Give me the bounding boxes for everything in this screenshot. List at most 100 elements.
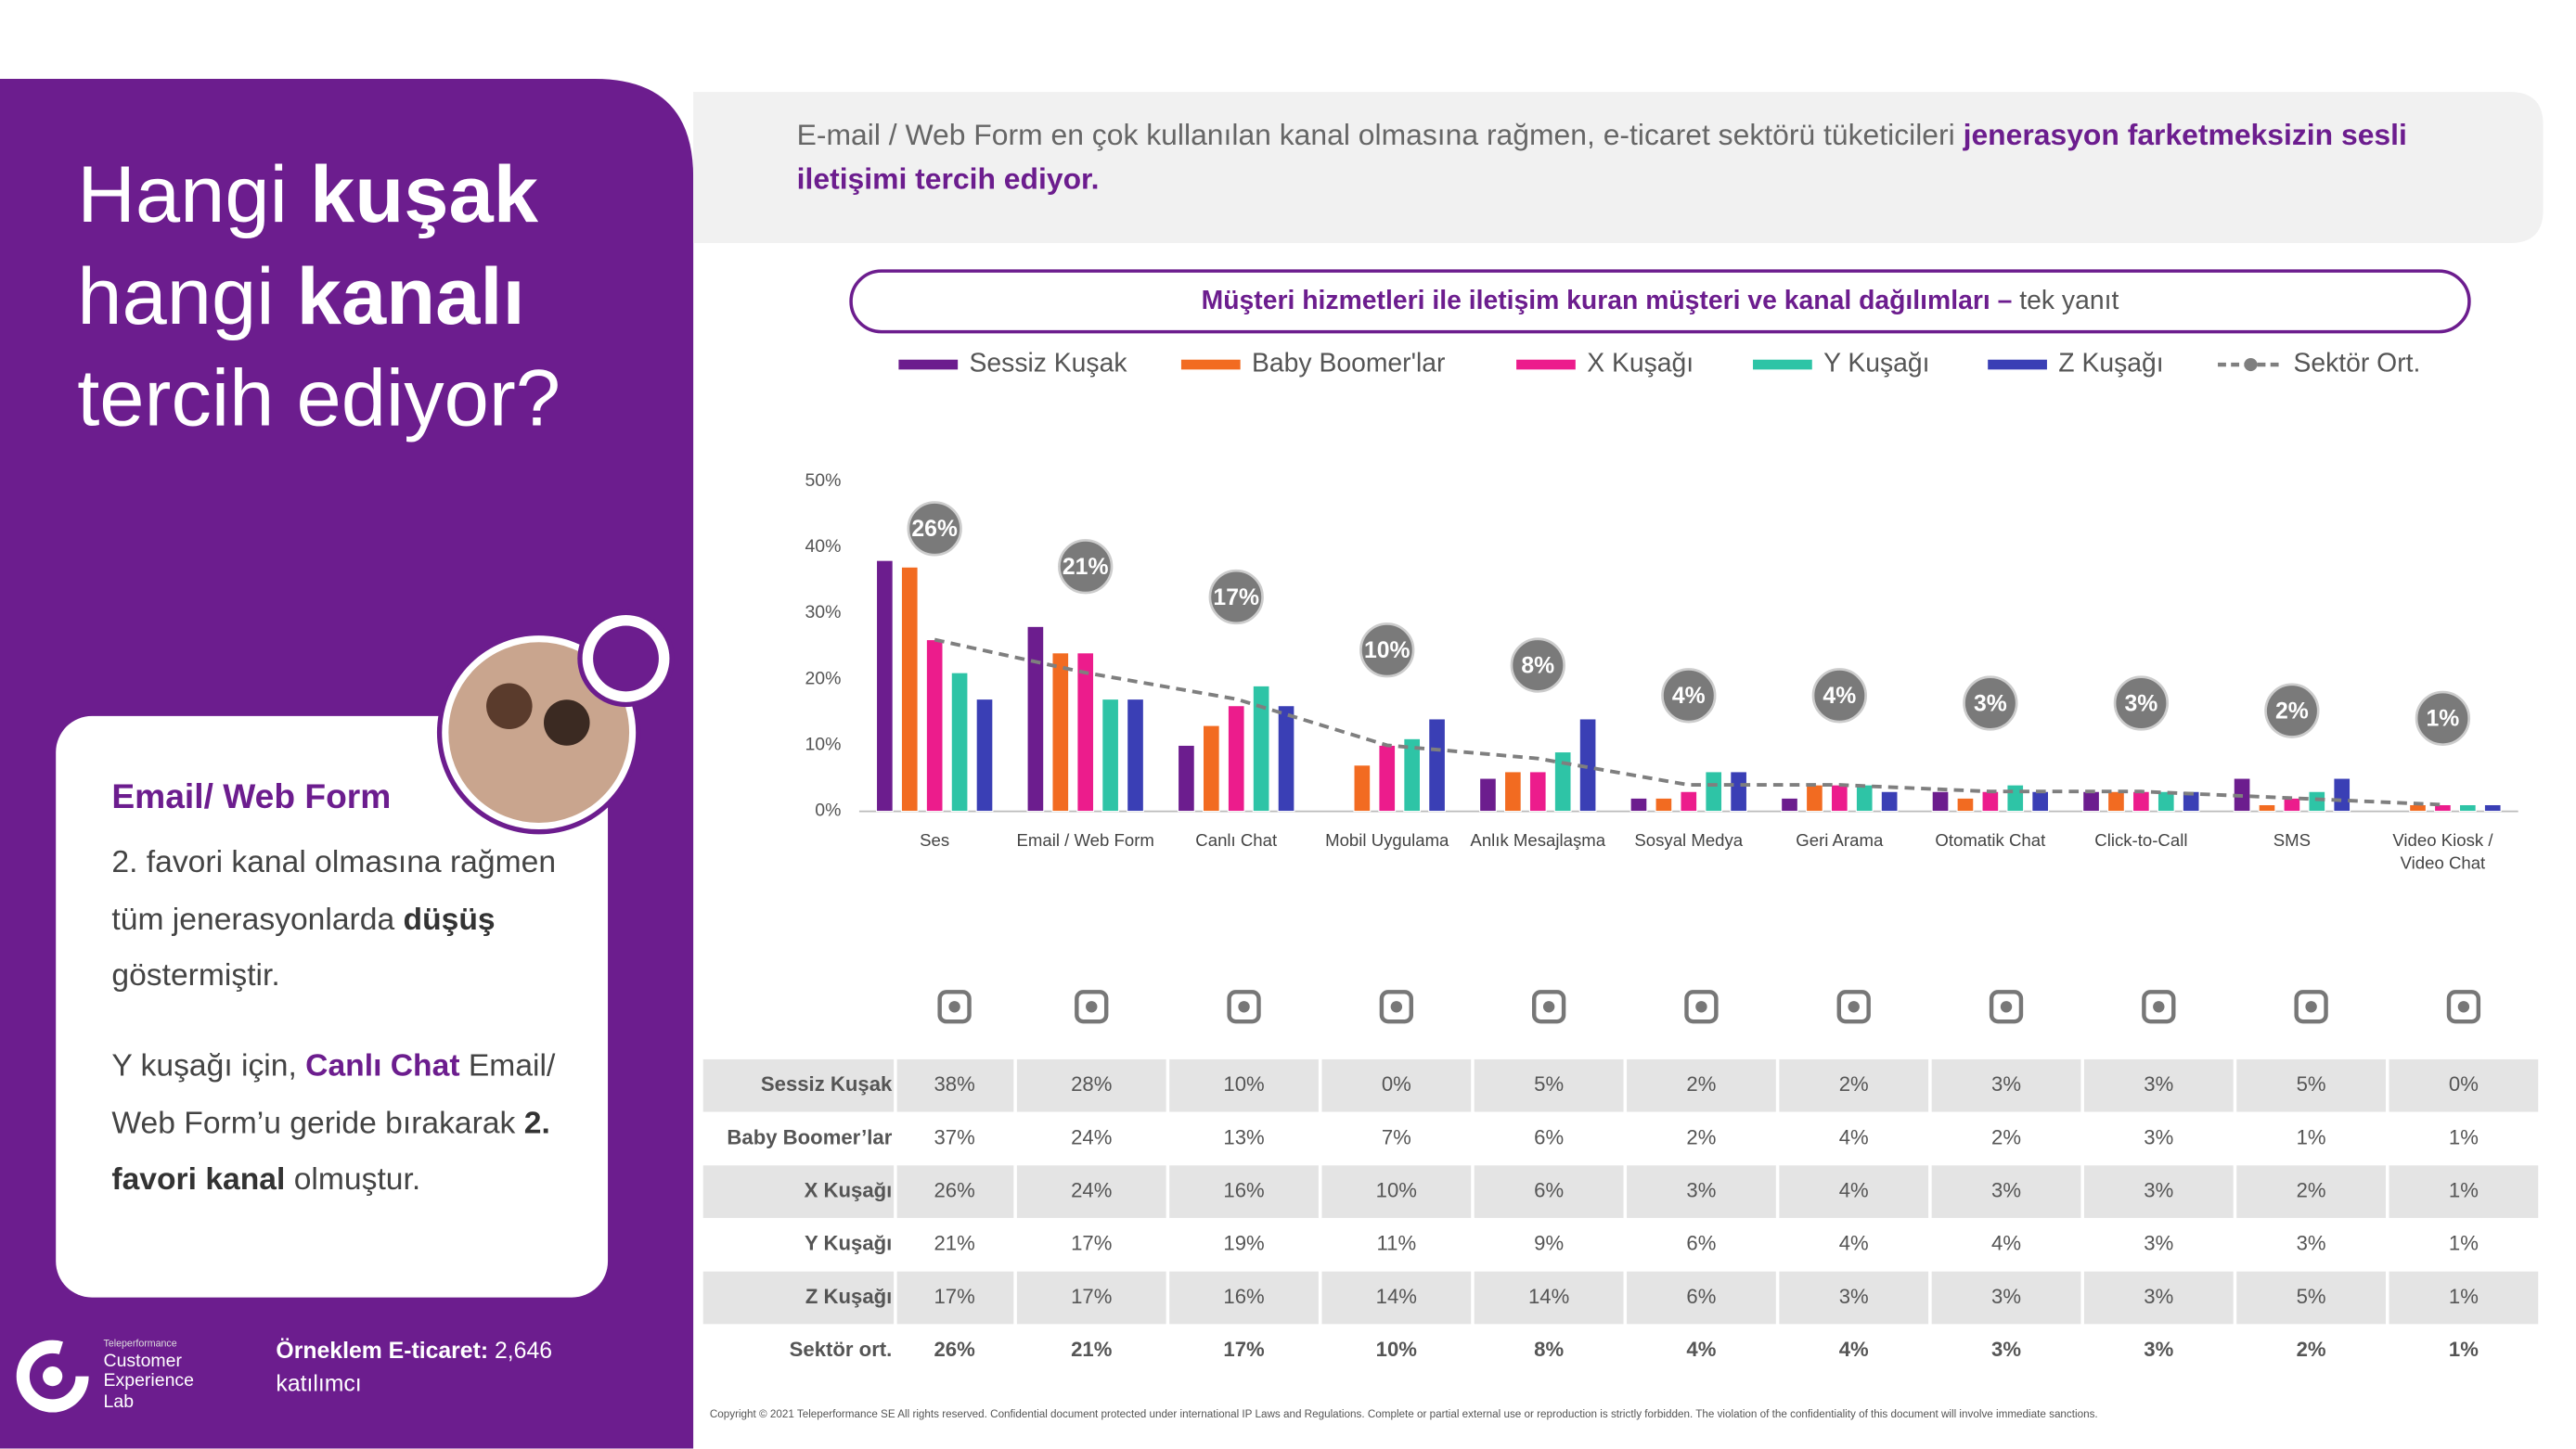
bar [1252,685,1270,813]
bar [2483,803,2502,813]
bar [1855,784,1874,813]
bar [2182,790,2200,813]
table-cell: 1% [2297,1125,2326,1148]
table-row-label: Sektör ort. [790,1338,893,1361]
legend-label: Y Kuşağı [1823,349,1929,378]
bar [1553,750,1572,813]
bar [1680,790,1698,813]
bar [1528,771,1547,813]
bar [2434,803,2452,813]
photo [442,635,637,830]
card-heading: Email/ Web Form [111,778,392,816]
average-bubble [1963,675,2018,731]
logo-text: Lab [103,1392,135,1413]
channel-icon [948,1001,960,1013]
bar [2157,790,2175,813]
table-cell: 3% [1991,1072,2021,1096]
channel-icon [1836,990,1871,1024]
channel-icon [2294,990,2328,1024]
table-cell: 3% [2144,1125,2173,1148]
legend-swatch [898,359,959,370]
table-cell: 28% [1071,1072,1112,1096]
legend-swatch [2244,357,2258,372]
card-paragraph: Y kuşağı için, Canlı Chat Email/ Web For… [111,1040,587,1210]
text: 2. favori kanal olmasına rağmen tüm jene… [111,845,557,938]
table-cell: 3% [2144,1178,2173,1201]
channel-icon [1390,1001,1403,1013]
average-bubble [1661,668,1717,724]
table-row-bg [702,1165,2541,1218]
table-cell: 2% [1686,1072,1716,1096]
sample-value: 2,646 katılımcı [276,1337,553,1396]
card [56,715,609,1298]
table-cell: 10% [1223,1072,1264,1096]
text: Email/ Web Form’u geride bırakarak [111,1049,556,1141]
average-bubble [2415,690,2471,746]
table-cell: 4% [1839,1232,1869,1255]
table-cell: 5% [1534,1072,1564,1096]
bar [1503,771,1522,813]
table-row-label: Y Kuşağı [805,1232,892,1255]
bar [950,672,969,813]
bar [1956,797,1975,813]
table-cell: 5% [2297,1285,2326,1308]
channel-icon [1684,990,1719,1024]
table-cell: 19% [1223,1232,1264,1255]
bold-text: 2. favori kanal [111,1106,550,1198]
channel-icon [1379,990,1413,1024]
table-cell: 6% [1534,1178,1564,1201]
x-tick-label: Canlı Chat [1195,830,1278,852]
bar [2132,790,2150,813]
bar [1428,718,1446,813]
average-label: 4% [1823,684,1856,709]
text: göstermiştir. [111,958,280,994]
x-tick-label: SMS [2273,830,2312,852]
table-cell: 17% [1071,1232,1112,1255]
table-cell: 21% [934,1232,974,1255]
bar [2031,790,2050,813]
logo-brand: Teleperformance [103,1340,177,1351]
table-row-label: Z Kuşağı [805,1285,892,1308]
average-bubble [1811,668,1867,724]
header-text: E-mail / Web Form en çok kullanılan kana… [797,113,2456,202]
table-cell: 24% [1071,1178,1112,1201]
table-row-bg [702,1058,2541,1112]
average-label: 3% [1974,691,2007,716]
channel-icon [2305,1001,2317,1013]
bar [1806,784,1823,813]
channel-icon [1075,990,1109,1024]
table-row-label: Sessiz Kuşak [761,1072,893,1096]
bar [1378,744,1397,813]
legend-label: Sessiz Kuşak [970,349,1128,378]
header-box [693,92,2544,244]
table-cell: 3% [2144,1232,2173,1255]
legend-swatch [1753,359,1812,370]
table-cell: 0% [2449,1072,2479,1096]
table-cell: 24% [1071,1125,1112,1148]
table-cell: 5% [2297,1072,2326,1096]
x-tick-label: Video Kiosk / Video Chat [2392,830,2493,874]
bar [2082,790,2100,813]
logo-text: Customer [103,1352,182,1372]
bar [1730,771,1748,813]
bar [1277,705,1295,813]
bar [1202,724,1220,813]
table-cell: 13% [1223,1125,1264,1148]
y-tick-label: 0% [815,801,841,821]
table-cell: 3% [1991,1285,2021,1308]
table-cell: 3% [1991,1178,2021,1201]
average-label: 8% [1521,653,1554,678]
table-cell: 4% [1991,1232,2021,1255]
channel-icon [1542,1001,1555,1013]
table-cell: 26% [934,1338,975,1361]
photo-detail [486,683,533,730]
average-label: 1% [2427,707,2460,732]
table-cell: 2% [2297,1178,2326,1201]
bar [1403,737,1422,813]
logo-text: Experience [103,1371,194,1391]
y-tick-label: 20% [805,668,841,688]
x-tick-label: Otomatik Chat [1935,830,2046,852]
legend-label: Sektör Ort. [2293,349,2420,378]
